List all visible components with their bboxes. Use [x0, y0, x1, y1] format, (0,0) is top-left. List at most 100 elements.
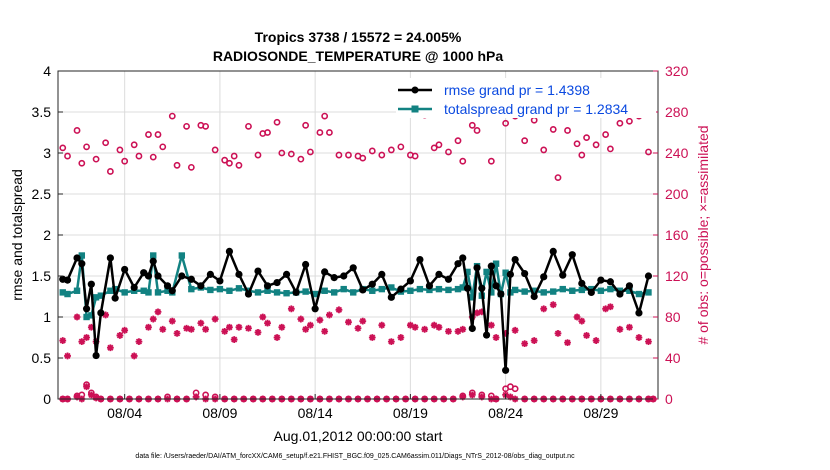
obs-possible-marker [278, 149, 286, 157]
obs-assimilated-marker [406, 321, 414, 329]
rmse-marker [559, 271, 567, 279]
obs-possible-marker [121, 157, 129, 165]
totalspread-marker [207, 286, 214, 294]
obs-assimilated-marker [592, 337, 600, 344]
y-left-tick-label: 2.5 [32, 186, 52, 202]
rmse-marker [282, 270, 291, 278]
rmse-marker [506, 270, 514, 278]
obs-possible-marker [245, 122, 252, 130]
totalspread-marker [330, 289, 338, 296]
rmse-marker [521, 269, 529, 278]
y-right-tick-label: 120 [665, 268, 689, 284]
obs-assimilated-marker [121, 326, 129, 334]
obs-assimilated-marker [106, 344, 114, 352]
obs-assimilated-marker [87, 323, 95, 331]
totalspread-marker [83, 313, 90, 321]
totalspread-marker [445, 286, 452, 294]
rmse-marker [321, 268, 329, 276]
y-right-tick-label: 320 [665, 63, 689, 79]
obs-assimilated-marker [378, 321, 386, 329]
totalspread-marker [73, 287, 81, 294]
rmse-marker [606, 278, 614, 286]
rmse-marker [540, 273, 548, 281]
totalspread-marker [540, 289, 547, 296]
obs-assimilated-marker [226, 323, 233, 331]
obs-possible-marker [145, 131, 152, 138]
obs-possible-marker [573, 140, 581, 148]
rmse-marker [587, 288, 595, 296]
rmse-marker [130, 283, 138, 292]
totalspread-marker [188, 285, 195, 293]
obs-possible-marker [168, 112, 176, 120]
rmse-marker [168, 287, 176, 295]
obs-possible-marker [387, 146, 395, 154]
rmse-marker [273, 278, 281, 287]
obs-assimilated-low-marker [459, 393, 467, 401]
rmse-marker [302, 260, 310, 269]
obs-assimilated-marker [645, 338, 652, 345]
obs-possible-marker [183, 122, 190, 130]
rmse-marker [487, 262, 495, 270]
obs-possible-low-marker [164, 393, 171, 401]
rmse-marker [473, 264, 481, 272]
obs-assimilated-marker [492, 334, 500, 341]
obs-possible-marker [397, 143, 405, 151]
rmse-marker [154, 272, 162, 280]
x-axis-label: Aug.01,2012 00:00:00 start [274, 428, 443, 444]
obs-possible-marker [211, 146, 219, 154]
obs-possible-marker [487, 157, 495, 165]
obs-possible-marker [154, 131, 162, 138]
obs-possible-marker [473, 127, 481, 134]
obs-assimilated-marker [335, 306, 343, 314]
obs-possible-marker [316, 129, 324, 136]
obs-assimilated-marker [259, 313, 267, 321]
rmse-marker [340, 272, 348, 280]
obs-possible-marker [230, 152, 238, 160]
obs-assimilated-marker [354, 324, 362, 332]
y-left-tick-label: 3.5 [32, 104, 52, 120]
totalspread-marker [569, 287, 576, 294]
rmse-marker [63, 276, 72, 284]
totalspread-marker [521, 288, 528, 295]
obs-possible-marker [173, 161, 181, 169]
obs-possible-low-marker [211, 393, 219, 401]
y-axis-left-label: rmse and totalspread [9, 169, 25, 301]
totalspread-marker [107, 287, 114, 294]
obs-assimilated-marker [616, 325, 624, 333]
y-right-tick-label: 280 [665, 104, 689, 120]
obs-possible-marker [626, 117, 633, 125]
totalspread-marker [235, 285, 243, 292]
obs-possible-marker [306, 148, 314, 156]
obs-assimilated-marker [602, 305, 610, 313]
rmse-marker [478, 284, 486, 292]
rmse-marker [111, 294, 119, 302]
obs-assimilated-marker [273, 334, 281, 341]
obs-assimilated-marker [254, 328, 262, 336]
totalspread-marker [530, 287, 538, 294]
obs-assimilated-marker [540, 305, 548, 313]
obs-possible-marker [202, 122, 210, 130]
obs-assimilated-marker [583, 332, 590, 339]
obs-possible-marker [321, 112, 329, 120]
obs-assimilated-marker [521, 340, 529, 348]
obs-possible-marker [468, 121, 476, 129]
rmse-marker [82, 305, 91, 313]
obs-assimilated-marker [154, 308, 162, 316]
obs-possible-low-marker [192, 389, 200, 397]
totalspread-marker [378, 285, 386, 293]
rmse-marker [578, 279, 586, 287]
totalspread-marker [178, 252, 186, 259]
rmse-marker [549, 247, 557, 255]
obs-assimilated-marker [183, 324, 190, 332]
obs-assimilated-marker [473, 309, 481, 317]
obs-assimilated-marker [454, 327, 462, 335]
rmse-marker [163, 282, 172, 290]
rmse-marker [206, 270, 214, 278]
data-file-footnote: data file: /Users/raeder/DAI/ATM_forcXX/… [135, 453, 575, 460]
obs-possible-marker [235, 161, 243, 169]
obs-possible-marker [78, 159, 86, 167]
rmse-marker [311, 305, 319, 313]
obs-possible-low-marker [202, 391, 210, 399]
totalspread-marker [645, 289, 652, 296]
y-right-tick-label: 80 [665, 309, 681, 325]
